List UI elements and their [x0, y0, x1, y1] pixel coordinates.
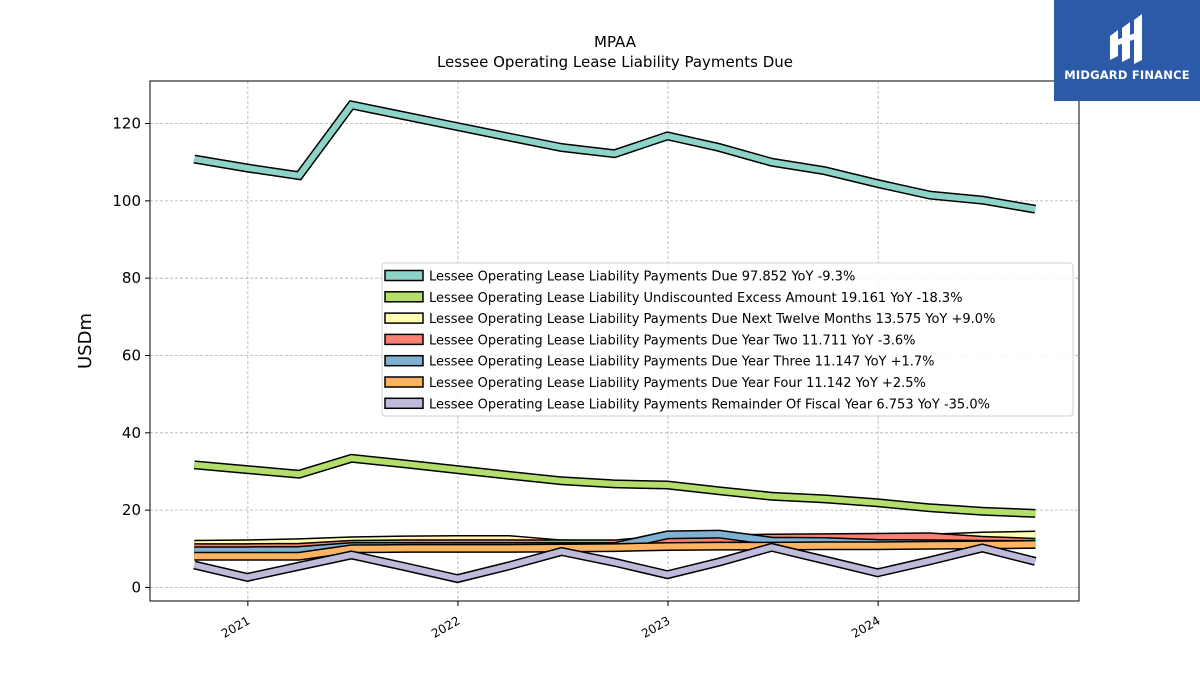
legend: Lessee Operating Lease Liability Payment… — [381, 262, 1074, 417]
x-tick-label: 2021 — [219, 613, 252, 640]
axes: 0 20 40 60 80 100 120 2021 2022 2023 2024 — [112, 115, 882, 641]
legend-entry-label: Lessee Operating Lease Liability Payment… — [429, 270, 855, 285]
series-line — [194, 541, 1036, 560]
x-tick-label: 2022 — [429, 613, 462, 640]
y-tick-label: 40 — [122, 424, 141, 442]
y-tick-label: 60 — [122, 346, 141, 364]
legend-entry-label: Lessee Operating Lease Liability Payment… — [429, 355, 935, 370]
series-line — [194, 455, 1036, 517]
y-axis-label: USDm — [75, 313, 96, 369]
y-tick-label: 0 — [131, 578, 141, 596]
y-tick-label: 100 — [112, 192, 141, 210]
brand-name: MIDGARD FINANCE — [1064, 68, 1190, 82]
y-tick-label: 20 — [122, 501, 141, 519]
y-tick-label: 120 — [112, 115, 141, 133]
logo-mark-icon — [1110, 14, 1142, 64]
legend-swatch — [384, 354, 424, 367]
y-tick-label: 80 — [122, 269, 141, 287]
legend-entry-label: Lessee Operating Lease Liability Payment… — [429, 312, 995, 327]
legend-swatch — [384, 269, 424, 282]
legend-swatch — [384, 312, 424, 324]
x-tick-label: 2024 — [849, 613, 882, 640]
chart-subtitle: Lessee Operating Lease Liability Payment… — [437, 53, 793, 71]
legend-swatch — [384, 376, 424, 388]
legend-swatch — [384, 291, 424, 303]
series-group — [193, 100, 1037, 584]
legend-entry-label: Lessee Operating Lease Liability Payment… — [429, 333, 915, 348]
legend-entry-label: Lessee Operating Lease Liability Payment… — [429, 376, 926, 391]
legend-swatch — [384, 397, 424, 410]
series-line — [193, 101, 1036, 213]
x-tick-label: 2023 — [639, 613, 672, 640]
legend-entry-label: Lessee Operating Lease Liability Undisco… — [429, 291, 963, 306]
series-line — [193, 544, 1037, 582]
legend-entry-label: Lessee Operating Lease Liability Payment… — [429, 397, 990, 412]
plot-frame — [149, 80, 1080, 602]
brand-logo: MIDGARD FINANCE — [1054, 0, 1200, 101]
legend-swatch — [384, 333, 424, 346]
chart-title: MPAA — [594, 33, 637, 51]
legend-box — [381, 262, 1074, 417]
